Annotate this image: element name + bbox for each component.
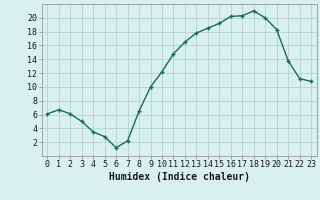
X-axis label: Humidex (Indice chaleur): Humidex (Indice chaleur) [109,172,250,182]
